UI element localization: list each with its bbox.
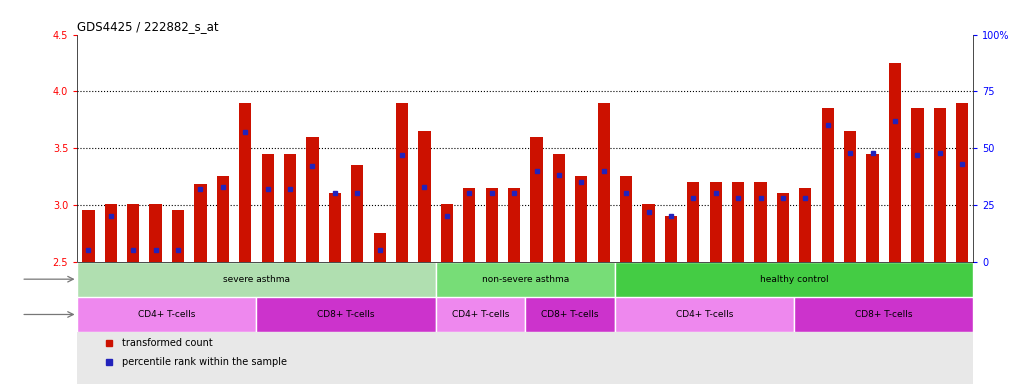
Bar bbox=[822, 108, 834, 262]
Bar bbox=[256, 297, 436, 332]
Text: CD4+ T-cells: CD4+ T-cells bbox=[452, 310, 509, 319]
Bar bbox=[866, 154, 879, 262]
Bar bbox=[436, 262, 615, 297]
Bar bbox=[306, 137, 318, 262]
Bar bbox=[777, 194, 789, 262]
Text: non-severe asthma: non-severe asthma bbox=[482, 275, 569, 284]
Bar bbox=[485, 188, 497, 262]
Bar bbox=[329, 194, 341, 262]
Bar bbox=[77, 297, 256, 332]
Bar bbox=[441, 204, 453, 262]
Bar bbox=[149, 204, 162, 262]
Text: CD8+ T-cells: CD8+ T-cells bbox=[317, 310, 375, 319]
Bar bbox=[82, 210, 95, 262]
Bar bbox=[239, 103, 251, 262]
Bar bbox=[710, 182, 722, 262]
Bar bbox=[597, 103, 610, 262]
Bar bbox=[262, 154, 274, 262]
Text: CD4+ T-cells: CD4+ T-cells bbox=[676, 310, 733, 319]
Bar bbox=[732, 182, 745, 262]
Bar bbox=[754, 182, 766, 262]
Text: severe asthma: severe asthma bbox=[222, 275, 290, 284]
Text: transformed count: transformed count bbox=[123, 338, 213, 348]
Text: CD8+ T-cells: CD8+ T-cells bbox=[855, 310, 913, 319]
Bar bbox=[687, 182, 699, 262]
Bar bbox=[351, 165, 364, 262]
Bar bbox=[127, 204, 139, 262]
Bar bbox=[172, 210, 184, 262]
Bar bbox=[643, 204, 655, 262]
Bar bbox=[956, 103, 968, 262]
Text: GDS4425 / 222882_s_at: GDS4425 / 222882_s_at bbox=[77, 20, 218, 33]
Text: healthy control: healthy control bbox=[760, 275, 828, 284]
Bar bbox=[615, 262, 973, 297]
Text: CD8+ T-cells: CD8+ T-cells bbox=[542, 310, 598, 319]
Bar bbox=[436, 297, 525, 332]
Bar bbox=[77, 262, 436, 297]
Bar bbox=[844, 131, 856, 262]
Bar bbox=[575, 176, 587, 262]
Bar bbox=[553, 154, 565, 262]
Text: CD4+ T-cells: CD4+ T-cells bbox=[138, 310, 196, 319]
Bar bbox=[664, 216, 677, 262]
Bar bbox=[195, 184, 207, 262]
Bar bbox=[464, 188, 476, 262]
Bar bbox=[105, 204, 117, 262]
Bar bbox=[912, 108, 924, 262]
Bar bbox=[933, 108, 946, 262]
Bar bbox=[889, 63, 901, 262]
Text: percentile rank within the sample: percentile rank within the sample bbox=[123, 358, 287, 367]
Bar bbox=[374, 233, 386, 262]
Bar bbox=[615, 297, 794, 332]
Bar bbox=[530, 137, 543, 262]
Bar bbox=[794, 297, 973, 332]
Bar bbox=[508, 188, 520, 262]
Bar bbox=[525, 297, 615, 332]
Bar bbox=[418, 131, 431, 262]
Bar bbox=[799, 188, 812, 262]
Bar bbox=[396, 103, 408, 262]
Bar bbox=[216, 176, 229, 262]
Bar bbox=[620, 176, 632, 262]
Bar bbox=[284, 154, 297, 262]
